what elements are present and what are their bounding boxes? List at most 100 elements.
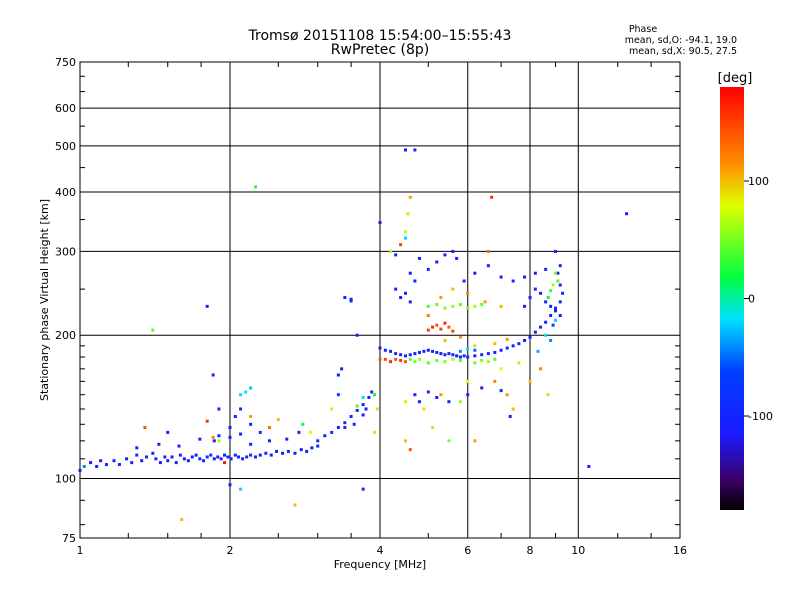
data-point bbox=[394, 357, 398, 361]
data-point bbox=[223, 461, 227, 465]
data-point bbox=[458, 335, 462, 339]
x-tick-label: 6 bbox=[464, 544, 471, 557]
data-point bbox=[413, 352, 417, 356]
data-point bbox=[89, 461, 93, 465]
data-point bbox=[523, 275, 527, 279]
data-point bbox=[143, 425, 147, 429]
data-point bbox=[408, 353, 412, 357]
data-point bbox=[178, 453, 182, 457]
data-point bbox=[499, 389, 503, 393]
data-point bbox=[539, 367, 543, 371]
data-point bbox=[493, 357, 497, 361]
data-point bbox=[539, 291, 543, 295]
data-point bbox=[403, 230, 407, 234]
data-point bbox=[182, 457, 186, 461]
data-point bbox=[426, 390, 430, 394]
data-point bbox=[177, 444, 181, 448]
data-point bbox=[549, 289, 553, 293]
y-tick-label: 600 bbox=[55, 102, 76, 115]
data-point bbox=[443, 338, 447, 342]
data-point bbox=[267, 425, 271, 429]
data-point bbox=[426, 267, 430, 271]
data-point bbox=[505, 346, 509, 350]
data-point bbox=[336, 393, 340, 397]
data-point bbox=[375, 407, 379, 411]
data-point bbox=[166, 459, 170, 463]
data-point bbox=[343, 296, 347, 300]
data-point bbox=[245, 455, 249, 459]
data-point bbox=[439, 393, 443, 397]
data-point bbox=[431, 349, 435, 353]
data-point bbox=[439, 327, 443, 331]
data-point bbox=[330, 430, 334, 434]
data-point bbox=[78, 468, 82, 472]
data-point bbox=[297, 430, 301, 434]
data-point bbox=[426, 328, 430, 332]
data-point bbox=[546, 296, 550, 300]
data-point bbox=[511, 407, 515, 411]
data-point bbox=[249, 414, 253, 418]
data-point bbox=[211, 435, 215, 439]
data-point bbox=[104, 463, 108, 467]
data-point bbox=[378, 357, 382, 361]
data-point bbox=[408, 300, 412, 304]
data-point bbox=[229, 457, 233, 461]
data-point bbox=[299, 448, 303, 452]
data-point bbox=[544, 320, 548, 324]
data-point bbox=[417, 400, 421, 404]
phase-info-title: Phase bbox=[629, 24, 658, 35]
data-point bbox=[511, 344, 515, 348]
data-point bbox=[95, 464, 99, 468]
data-point bbox=[198, 457, 202, 461]
data-point bbox=[451, 249, 455, 253]
data-point bbox=[422, 349, 426, 353]
data-point bbox=[239, 407, 243, 411]
data-point bbox=[499, 367, 503, 371]
data-point bbox=[130, 461, 134, 465]
data-point bbox=[217, 439, 221, 443]
data-point bbox=[323, 434, 327, 438]
data-point bbox=[493, 350, 497, 354]
x-tick-label: 4 bbox=[377, 544, 384, 557]
data-point bbox=[249, 453, 253, 457]
data-point bbox=[408, 357, 412, 361]
data-point bbox=[462, 354, 466, 358]
data-point bbox=[190, 455, 194, 459]
data-point bbox=[466, 347, 470, 351]
data-point bbox=[361, 403, 365, 407]
data-point bbox=[399, 358, 403, 362]
data-point bbox=[422, 407, 426, 411]
data-point bbox=[293, 451, 297, 455]
data-point bbox=[219, 457, 223, 461]
data-point bbox=[528, 379, 532, 383]
data-point bbox=[549, 304, 553, 308]
data-point bbox=[511, 279, 515, 283]
data-point bbox=[163, 455, 167, 459]
data-point bbox=[426, 348, 430, 352]
x-tick-label: 8 bbox=[527, 544, 534, 557]
data-point bbox=[349, 414, 353, 418]
data-point bbox=[473, 361, 477, 365]
data-point bbox=[443, 253, 447, 257]
data-point bbox=[499, 348, 503, 352]
data-point bbox=[486, 352, 490, 356]
data-point bbox=[157, 442, 161, 446]
data-point bbox=[154, 457, 158, 461]
data-point bbox=[99, 459, 103, 463]
data-point bbox=[258, 453, 262, 457]
data-point bbox=[413, 148, 417, 152]
data-point bbox=[426, 314, 430, 318]
data-point bbox=[561, 291, 565, 295]
data-point bbox=[212, 439, 216, 443]
data-point bbox=[447, 352, 451, 356]
data-point bbox=[233, 453, 237, 457]
data-point bbox=[447, 439, 451, 443]
data-point bbox=[544, 267, 548, 271]
data-point bbox=[174, 461, 178, 465]
data-point bbox=[517, 342, 521, 346]
data-point bbox=[403, 236, 407, 240]
data-point bbox=[217, 407, 221, 411]
data-point bbox=[466, 379, 470, 383]
data-point bbox=[408, 195, 412, 199]
